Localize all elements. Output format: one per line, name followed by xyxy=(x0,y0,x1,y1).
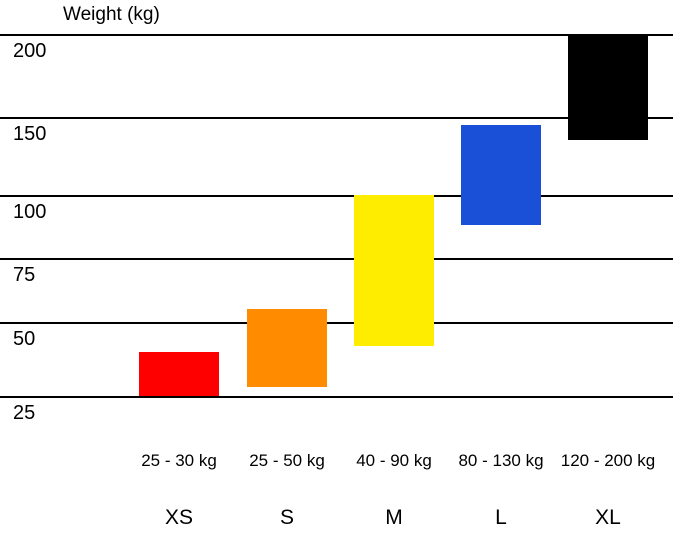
gridline xyxy=(0,195,673,197)
y-axis-title: Weight (kg) xyxy=(63,4,160,26)
range-label: 80 - 130 kg xyxy=(451,450,551,471)
y-tick-label: 75 xyxy=(13,264,35,287)
bar-s xyxy=(247,309,327,387)
size-label: XS xyxy=(149,506,209,530)
range-label: 25 - 50 kg xyxy=(237,450,337,471)
size-label: M xyxy=(364,506,424,530)
bar-xl xyxy=(568,34,648,140)
y-tick-label: 25 xyxy=(13,402,35,425)
y-tick-label: 100 xyxy=(13,201,46,224)
y-tick-label: 150 xyxy=(13,123,46,146)
size-label: S xyxy=(257,506,317,530)
gridline xyxy=(0,258,673,260)
gridline xyxy=(0,322,673,324)
range-label: 40 - 90 kg xyxy=(344,450,444,471)
size-label: XL xyxy=(578,506,638,530)
gridline xyxy=(0,396,673,398)
bar-l xyxy=(461,125,541,225)
range-label: 25 - 30 kg xyxy=(129,450,229,471)
bar-xs xyxy=(139,352,219,396)
y-tick-label: 50 xyxy=(13,328,35,351)
bar-m xyxy=(354,195,434,346)
size-label: L xyxy=(471,506,531,530)
range-label: 120 - 200 kg xyxy=(558,450,658,471)
y-tick-label: 200 xyxy=(13,40,46,63)
weight-size-chart: Weight (kg) 25 50 75 100 150 200 25 - 30 kg 25… xyxy=(0,0,673,552)
